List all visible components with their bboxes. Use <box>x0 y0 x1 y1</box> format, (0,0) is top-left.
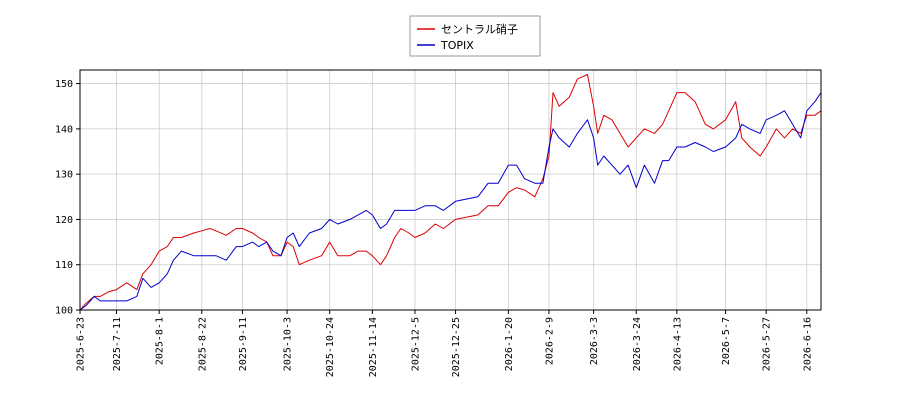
y-tick-label: 140 <box>55 124 73 135</box>
plot-area-frame <box>79 69 822 311</box>
x-tick-label: 2025-9-11 <box>238 317 249 371</box>
y-tick-label: 130 <box>55 170 73 181</box>
y-tick-label: 120 <box>55 215 73 226</box>
x-tick-label: 2026-2-9 <box>544 317 555 365</box>
x-tick-label: 2025-8-22 <box>197 317 208 371</box>
x-tick-label: 2026-4-13 <box>672 317 683 371</box>
series-line-topix <box>79 92 822 311</box>
x-tick-label: 2026-6-16 <box>802 317 813 371</box>
x-tick-label: 2026-5-7 <box>721 317 732 365</box>
y-tick-label: 110 <box>55 260 73 271</box>
series-line-central-glass <box>79 74 822 311</box>
legend-box <box>409 15 541 57</box>
x-tick-label: 2026-3-24 <box>632 317 643 371</box>
x-tick-label: 2026-5-27 <box>762 317 773 371</box>
y-tick-label: 150 <box>55 79 73 90</box>
x-tick-label: 2026-3-3 <box>589 317 600 365</box>
legend: セントラル硝子 TOPIX <box>409 15 541 57</box>
x-axis: 2025-6-23 2025-7-11 2025-8-1 2025-8-22 2025-… <box>76 310 813 377</box>
series-lines <box>79 74 822 311</box>
x-tick-label: 2025-10-24 <box>325 317 336 377</box>
x-tick-label: 2025-11-14 <box>368 317 379 377</box>
x-tick-label: 2025-7-11 <box>112 317 123 371</box>
legend-label-topix: TOPIX <box>440 39 474 52</box>
y-axis: 100 110 120 130 140 150 <box>55 79 80 317</box>
x-tick-label: 2025-10-3 <box>283 317 294 371</box>
x-tick-label: 2025-8-1 <box>155 317 166 365</box>
x-tick-label: 2025-12-5 <box>410 317 421 371</box>
x-tick-label: 2025-12-25 <box>451 317 462 377</box>
y-tick-label: 100 <box>55 306 73 317</box>
x-tick-label: 2026-1-20 <box>504 317 515 371</box>
legend-label-central-glass: セントラル硝子 <box>441 23 518 36</box>
x-tick-label: 2025-6-23 <box>76 317 87 371</box>
grid-lines <box>79 70 821 311</box>
